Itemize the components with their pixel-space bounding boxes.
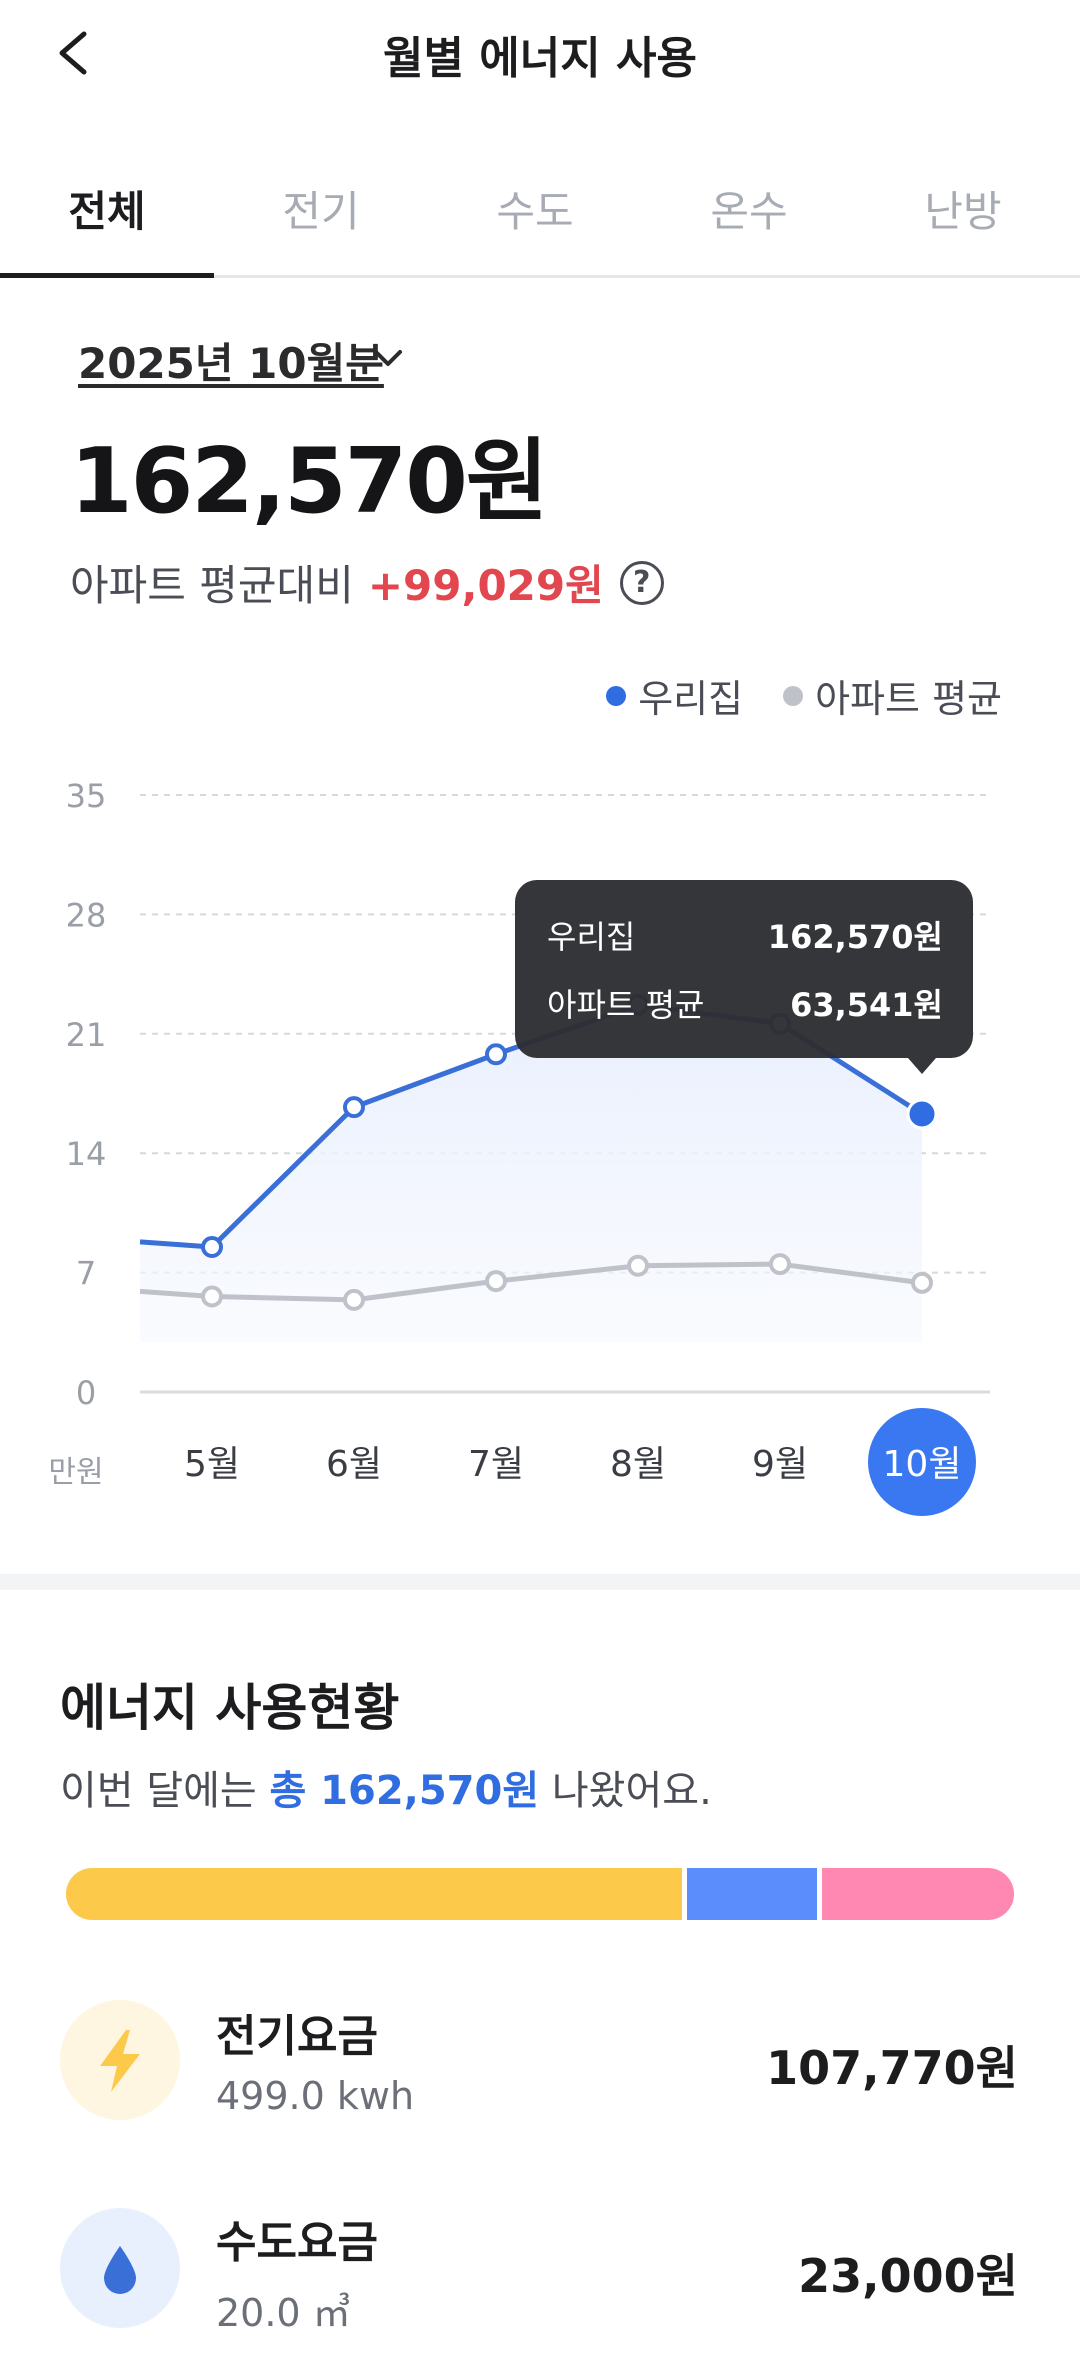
total-amount: 162,570원 bbox=[70, 429, 549, 534]
ours-area-fill bbox=[140, 1004, 922, 1342]
y-tick-label: 14 bbox=[66, 1135, 107, 1173]
breakdown-segment-0 bbox=[66, 1868, 687, 1920]
period-selector[interactable]: 2025년 10월분 bbox=[78, 339, 384, 388]
lightning-icon bbox=[100, 2030, 140, 2092]
y-unit-label: 만원 bbox=[48, 1455, 103, 1490]
x-tick-label: 10월 bbox=[883, 1444, 962, 1485]
breakdown-segment-2 bbox=[821, 1868, 1014, 1920]
page-title: 월별 에너지 사용 bbox=[383, 33, 697, 84]
ours-point bbox=[343, 1096, 365, 1119]
compare-diff: +99,029원 bbox=[367, 561, 604, 610]
legend-ours-label: 우리집 bbox=[638, 677, 744, 721]
tab-water[interactable]: 수도 bbox=[496, 187, 574, 236]
avg-point bbox=[627, 1254, 649, 1277]
x-tick-label: 9월 bbox=[752, 1444, 808, 1485]
tooltip-pointer bbox=[908, 1058, 936, 1074]
chevron-left-icon bbox=[59, 31, 87, 75]
avg-point bbox=[485, 1270, 507, 1293]
electricity-name: 전기요금 bbox=[216, 2011, 378, 2062]
tab-bar: 전체 전기 수도 온수 난방 bbox=[0, 160, 1080, 278]
section-divider bbox=[0, 1574, 1080, 1590]
status-title: 에너지 사용현황 bbox=[60, 1679, 400, 1737]
legend-avg-dot bbox=[783, 685, 804, 706]
tooltip-value: 162,570원 bbox=[768, 918, 943, 956]
y-tick-label: 28 bbox=[66, 896, 107, 934]
tooltip-label: 우리집 bbox=[547, 918, 635, 956]
status-subtitle-prefix: 이번 달에는 bbox=[60, 1768, 257, 1814]
avg-point bbox=[911, 1271, 933, 1294]
tab-hot-water[interactable]: 온수 bbox=[710, 187, 788, 236]
status-subtitle: 이번 달에는 총 162,570원 나왔어요. bbox=[60, 1758, 712, 1816]
avg-point bbox=[201, 1285, 223, 1308]
chart-legend: 우리집 아파트 평균 bbox=[566, 668, 1002, 723]
breakdown-bar bbox=[66, 1868, 1014, 1920]
legend-ours: 우리집 bbox=[606, 668, 743, 723]
y-tick-label: 21 bbox=[66, 1016, 107, 1054]
status-subtitle-suffix: 나왔어요. bbox=[551, 1768, 712, 1814]
breakdown-segment-1 bbox=[686, 1868, 822, 1920]
x-tick-label: 7월 bbox=[468, 1444, 524, 1485]
x-tick-label: 6월 bbox=[326, 1444, 382, 1485]
water-name: 수도요금 bbox=[216, 2217, 378, 2268]
status-subtitle-highlight: 총 162,570원 bbox=[269, 1768, 540, 1814]
electricity-icon-badge bbox=[60, 2000, 180, 2120]
chevron-down-icon[interactable] bbox=[370, 340, 406, 376]
tab-electricity[interactable]: 전기 bbox=[282, 187, 360, 236]
electricity-amount: 107,770원 bbox=[766, 2041, 1018, 2095]
monthly-energy-chart: 35 28 21 14 7 0 만원 5월 6월 7월 8월 9월 10월 우리집 162,570원아파트 … bbox=[48, 777, 990, 1516]
tab-all[interactable]: 전체 bbox=[0, 160, 214, 278]
compare-label: 아파트 평균대비 bbox=[70, 561, 354, 610]
y-tick-label: 7 bbox=[76, 1255, 96, 1293]
ours-point bbox=[201, 1236, 223, 1259]
avg-point bbox=[343, 1288, 365, 1311]
water-icon-badge bbox=[60, 2208, 180, 2328]
legend-avg: 아파트 평균 bbox=[783, 668, 1002, 723]
water-qty: 20.0 ㎥ bbox=[216, 2291, 351, 2335]
tab-heating[interactable]: 난방 bbox=[924, 187, 1002, 236]
legend-avg-label: 아파트 평균 bbox=[815, 677, 1002, 721]
water-amount: 23,000원 bbox=[798, 2249, 1018, 2303]
tooltip-value: 63,541원 bbox=[790, 986, 943, 1024]
electricity-qty: 499.0 kwh bbox=[216, 2074, 415, 2118]
legend-ours-dot bbox=[606, 685, 627, 706]
help-icon[interactable]: ? bbox=[619, 560, 664, 605]
ours-point bbox=[485, 1043, 507, 1066]
y-tick-label: 35 bbox=[66, 777, 107, 815]
x-tick-label: 5월 bbox=[184, 1444, 240, 1485]
selected-month-badge bbox=[868, 1408, 976, 1516]
compare-line: 아파트 평균대비 +99,029원 ? bbox=[70, 552, 664, 613]
avg-point bbox=[769, 1253, 791, 1276]
ours-point-selected bbox=[906, 1098, 938, 1130]
tooltip-box bbox=[515, 880, 973, 1058]
back-button[interactable] bbox=[40, 18, 110, 88]
y-tick-label: 0 bbox=[76, 1374, 96, 1412]
water-drop-icon bbox=[104, 2246, 136, 2294]
tooltip-label: 아파트 평균 bbox=[547, 986, 704, 1024]
x-tick-label: 8월 bbox=[610, 1444, 666, 1485]
